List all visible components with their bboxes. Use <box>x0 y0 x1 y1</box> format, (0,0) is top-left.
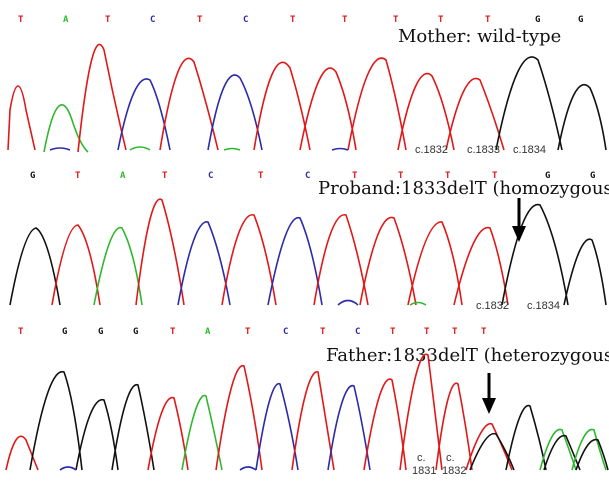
mother-pos-1: c.1832 <box>415 144 448 156</box>
proband-base-12: G <box>545 171 550 181</box>
proband-base-3: A <box>120 171 126 181</box>
father-pos-4: 1832 <box>442 465 466 477</box>
proband-base-9: T <box>398 171 404 181</box>
mother-base-8: T <box>342 15 348 25</box>
father-base-14: T <box>481 327 487 337</box>
mother-base-5: T <box>197 15 203 25</box>
proband-base-4: T <box>162 171 168 181</box>
father-pos-2: c. <box>446 452 455 464</box>
father-title: Father:1833delT (heterozygous) <box>326 345 609 366</box>
proband-arrow <box>512 198 526 242</box>
mother-base-10: T <box>438 15 444 25</box>
proband-title: Proband:1833delT (homozygous) <box>318 178 609 199</box>
father-pos-1: c. <box>417 452 426 464</box>
father-trace <box>5 353 609 471</box>
father-base-5: T <box>170 327 176 337</box>
proband-base-1: G <box>30 171 35 181</box>
proband-trace <box>9 198 607 306</box>
father-base-7: T <box>245 327 251 337</box>
father-base-calls: T G G G T A T C T C T T T T <box>18 327 487 337</box>
mother-panel: T A T C T C T T T T T G G Mother: wild-t… <box>7 15 607 156</box>
proband-base-6: T <box>258 171 264 181</box>
mother-base-calls: T A T C T C T T T T T G G <box>18 15 583 25</box>
father-base-10: C <box>355 327 360 337</box>
proband-base-13: G <box>590 171 595 181</box>
proband-base-8: T <box>352 171 358 181</box>
mother-pos-3: c.1834 <box>513 144 546 156</box>
mother-base-12: G <box>535 15 540 25</box>
proband-base-2: T <box>75 171 81 181</box>
father-base-9: T <box>320 327 326 337</box>
father-base-2: G <box>62 327 67 337</box>
father-base-1: T <box>18 327 24 337</box>
mother-title: Mother: wild-type <box>398 26 561 47</box>
mother-base-6: C <box>243 15 248 25</box>
proband-base-calls: G T A T C T C T T T T G G <box>30 171 595 181</box>
proband-pos-2: c.1834 <box>527 300 560 312</box>
father-base-4: G <box>133 327 138 337</box>
father-panel: T G G G T A T C T C T T T T Father:1833d… <box>5 327 609 477</box>
father-base-3: G <box>98 327 103 337</box>
mother-trace <box>7 43 607 153</box>
father-base-12: T <box>424 327 430 337</box>
proband-base-7: C <box>305 171 310 181</box>
mother-base-11: T <box>485 15 491 25</box>
father-base-6: A <box>205 327 211 337</box>
mother-base-7: T <box>290 15 296 25</box>
father-base-8: C <box>283 327 288 337</box>
mother-base-2: A <box>63 15 69 25</box>
proband-base-5: C <box>208 171 213 181</box>
mother-base-13: G <box>578 15 583 25</box>
mother-base-4: C <box>150 15 155 25</box>
mother-base-3: T <box>105 15 111 25</box>
mother-pos-2: c.1833 <box>467 144 500 156</box>
proband-base-10: T <box>445 171 451 181</box>
proband-pos-1: c.1832 <box>476 300 509 312</box>
mother-base-9: T <box>393 15 399 25</box>
proband-panel: G T A T C T C T T T T G G Proband:1833de… <box>9 171 609 312</box>
father-arrow <box>482 373 496 414</box>
father-pos-3: 1831 <box>412 465 436 477</box>
mother-base-1: T <box>18 15 24 25</box>
father-base-13: T <box>452 327 458 337</box>
proband-base-11: T <box>492 171 498 181</box>
father-base-11: T <box>390 327 396 337</box>
